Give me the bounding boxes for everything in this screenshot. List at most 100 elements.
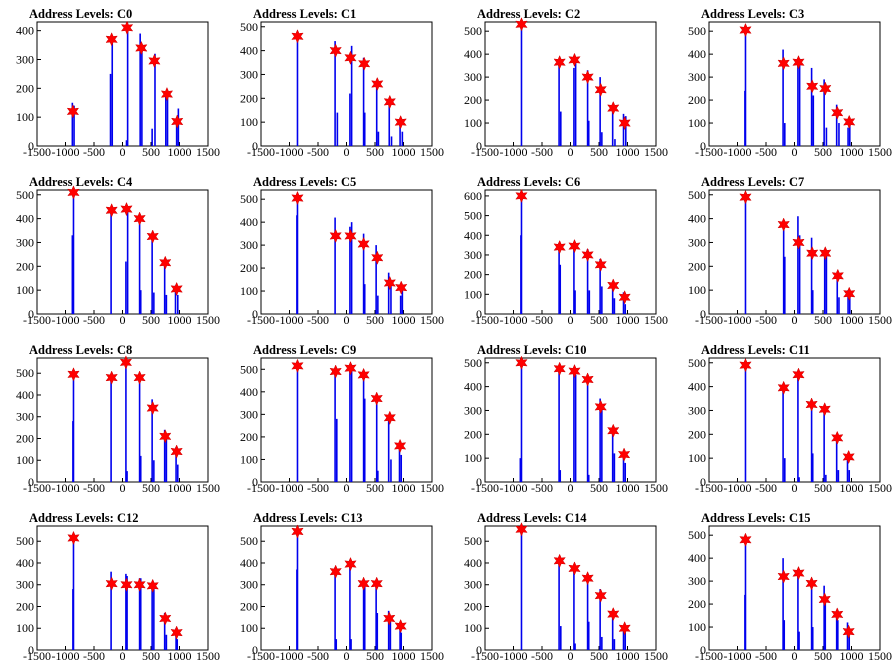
x-tick-label: 1000 — [392, 313, 416, 327]
x-tick-label: 1000 — [616, 649, 640, 663]
x-tick-label: -1000 — [276, 481, 304, 495]
x-tick-label: 500 — [814, 145, 832, 159]
peak-marker — [291, 29, 304, 44]
x-tick-label: -500 — [531, 649, 553, 663]
peak-marker — [581, 247, 594, 263]
chart-title: Address Levels: C3 — [701, 7, 804, 21]
y-tick-label: 0 — [476, 643, 482, 657]
y-tick-label: 200 — [16, 81, 34, 95]
x-tick-label: 0 — [792, 145, 798, 159]
y-tick-label: 200 — [16, 259, 34, 273]
peak-marker — [618, 115, 631, 131]
y-tick-label: 0 — [700, 139, 706, 153]
plot-frame — [484, 357, 657, 483]
y-tick-label: 500 — [688, 188, 706, 202]
x-tick-label: 0 — [120, 313, 126, 327]
peak-marker — [160, 86, 174, 102]
x-tick-label: 0 — [568, 649, 574, 663]
x-tick-label: 1500 — [196, 481, 220, 495]
peak-marker — [146, 400, 159, 416]
peak-marker — [120, 20, 134, 35]
y-tick-label: 200 — [16, 431, 34, 445]
peak-marker — [581, 372, 594, 387]
y-tick-label: 200 — [240, 430, 258, 444]
chart-panel: Address Levels: C14 0 100 200 300 400 500 -1500… — [464, 511, 668, 663]
chart-panel: Address Levels: C40100200300400500-1500-… — [16, 175, 220, 327]
y-tick-label: 400 — [16, 388, 34, 402]
y-tick-label: 0 — [476, 307, 482, 321]
x-tick-label: 500 — [590, 313, 608, 327]
peak-marker — [67, 367, 80, 382]
x-tick-label: -500 — [307, 145, 329, 159]
x-tick-label: 1500 — [196, 649, 220, 663]
x-tick-label: 500 — [366, 481, 384, 495]
plot-frame — [484, 21, 657, 147]
y-tick-label: 100 — [464, 451, 482, 465]
y-tick-label: 0 — [252, 643, 258, 657]
peak-marker — [739, 22, 752, 38]
y-tick-label: 200 — [464, 268, 482, 282]
x-tick-label: 500 — [814, 481, 832, 495]
peak-marker — [105, 576, 118, 591]
x-tick-label: 0 — [792, 313, 798, 327]
x-tick-label: -1500 — [247, 481, 275, 495]
y-tick-label: 500 — [688, 356, 706, 370]
peak-marker — [792, 565, 805, 581]
peak-marker — [370, 391, 383, 406]
peak-marker — [394, 618, 407, 634]
x-tick-label: -500 — [531, 313, 553, 327]
peak-marker — [395, 280, 408, 295]
peak-marker — [831, 268, 844, 283]
y-tick-label: 100 — [688, 283, 706, 297]
peak-marker — [67, 185, 80, 200]
x-tick-label: 0 — [568, 481, 574, 495]
y-tick-label: 400 — [688, 212, 706, 226]
y-tick-label: 200 — [240, 91, 258, 105]
x-tick-label: 0 — [792, 481, 798, 495]
peak-marker — [393, 438, 407, 454]
peak-marker — [159, 255, 172, 270]
plot-frame — [36, 189, 209, 315]
y-tick-label: 0 — [252, 307, 258, 321]
y-tick-label: 300 — [16, 235, 34, 249]
y-tick-label: 200 — [688, 427, 706, 441]
peak-marker — [344, 361, 357, 376]
peak-marker — [831, 105, 844, 120]
peak-marker — [133, 577, 146, 592]
peak-marker — [843, 114, 856, 130]
y-tick-label: 300 — [464, 578, 482, 592]
peak-marker — [792, 235, 805, 250]
peak-marker — [120, 577, 133, 592]
x-tick-label: 500 — [142, 313, 160, 327]
x-tick-label: -500 — [83, 481, 105, 495]
peak-marker — [344, 50, 357, 65]
chart-title: Address Levels: C1 — [253, 7, 356, 21]
y-tick-label: 100 — [240, 452, 258, 466]
y-tick-label: 200 — [688, 597, 706, 611]
peak-marker — [515, 355, 528, 370]
peak-marker — [329, 228, 342, 244]
peak-marker — [618, 290, 631, 305]
x-tick-label: 1500 — [644, 649, 668, 663]
plot-frame — [260, 21, 433, 147]
y-tick-label: 100 — [240, 115, 258, 129]
x-tick-label: -1000 — [52, 481, 80, 495]
x-tick-label: 1000 — [168, 649, 192, 663]
x-tick-label: 1500 — [420, 145, 444, 159]
y-tick-label: 500 — [688, 528, 706, 542]
x-tick-label: 500 — [142, 481, 160, 495]
x-tick-label: 1000 — [168, 481, 192, 495]
chart-title: Address Levels: C13 — [253, 511, 363, 525]
x-tick-label: 1500 — [868, 145, 892, 159]
y-tick-label: 400 — [240, 44, 258, 58]
x-tick-label: 500 — [814, 649, 832, 663]
x-tick-label: -1000 — [52, 145, 80, 159]
peak-marker — [148, 53, 161, 69]
y-tick-label: 300 — [240, 238, 258, 252]
x-tick-label: 500 — [590, 145, 608, 159]
peak-marker — [357, 576, 370, 591]
peak-marker — [792, 55, 805, 70]
x-tick-label: -1500 — [23, 481, 51, 495]
peak-marker — [105, 203, 118, 218]
peak-marker — [146, 578, 159, 593]
